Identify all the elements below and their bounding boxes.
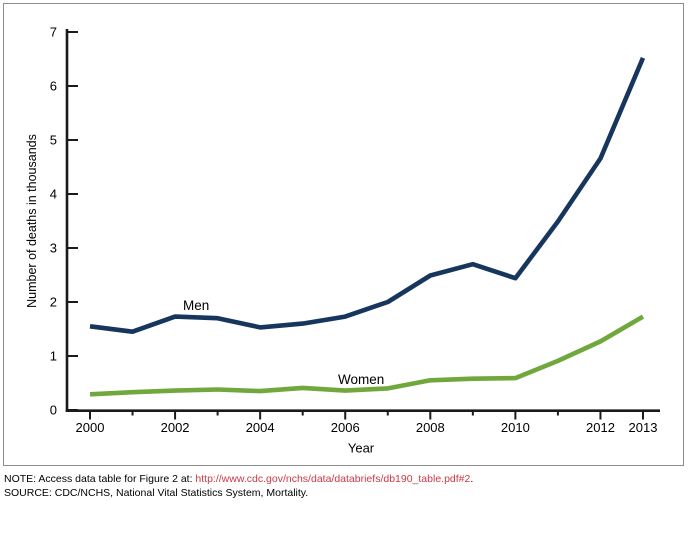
- women-line: [89, 314, 645, 397]
- men-series-label: Men: [183, 298, 209, 313]
- chart-series: [89, 57, 646, 397]
- x-tick-label: 2004: [246, 420, 275, 435]
- axes: 0 1 2 3 4 5 6 7 2000 2002 2004 2006 2008 2010 2012 2013: [50, 25, 660, 435]
- chart-labels: Year Number of deaths in thousands Men Wome…: [25, 134, 384, 455]
- note-period: .: [470, 473, 474, 485]
- y-tick-label: 3: [50, 241, 57, 256]
- x-tick-label: 2002: [161, 420, 190, 435]
- x-tick-label: 2008: [416, 420, 445, 435]
- x-tick-label: 2000: [76, 420, 105, 435]
- y-axis-title: Number of deaths in thousands: [25, 134, 39, 308]
- source-line: SOURCE: CDC/NCHS, National Vital Statist…: [4, 486, 309, 499]
- note-text: NOTE: Access data table for Figure 2 at:: [4, 473, 196, 485]
- women-series-label: Women: [338, 372, 384, 387]
- x-tick-label: 2012: [586, 420, 615, 435]
- x-tick-label: 2006: [331, 420, 360, 435]
- line-chart: 0 1 2 3 4 5 6 7 2000 2002 2004 2006 2008 2010 2012 2013…: [25, 25, 660, 456]
- y-tick-label: 5: [50, 133, 57, 148]
- y-tick-label: 6: [50, 79, 57, 94]
- y-tick-label: 4: [50, 187, 57, 202]
- men-line: [89, 57, 646, 335]
- chart-notes: NOTE: Access data table for Figure 2 at:…: [4, 473, 684, 500]
- x-axis-title: Year: [348, 441, 375, 456]
- y-tick-label: 7: [50, 25, 57, 40]
- data-table-link[interactable]: http://www.cdc.gov/nchs/data/databriefs/…: [195, 473, 471, 485]
- note-line: NOTE: Access data table for Figure 2 at:…: [4, 473, 684, 487]
- y-tick-label: 0: [50, 403, 57, 418]
- x-tick-label: 2010: [501, 420, 530, 435]
- y-tick-label: 2: [50, 295, 57, 310]
- y-tick-label: 1: [50, 349, 57, 364]
- x-tick-label: 2013: [629, 420, 658, 435]
